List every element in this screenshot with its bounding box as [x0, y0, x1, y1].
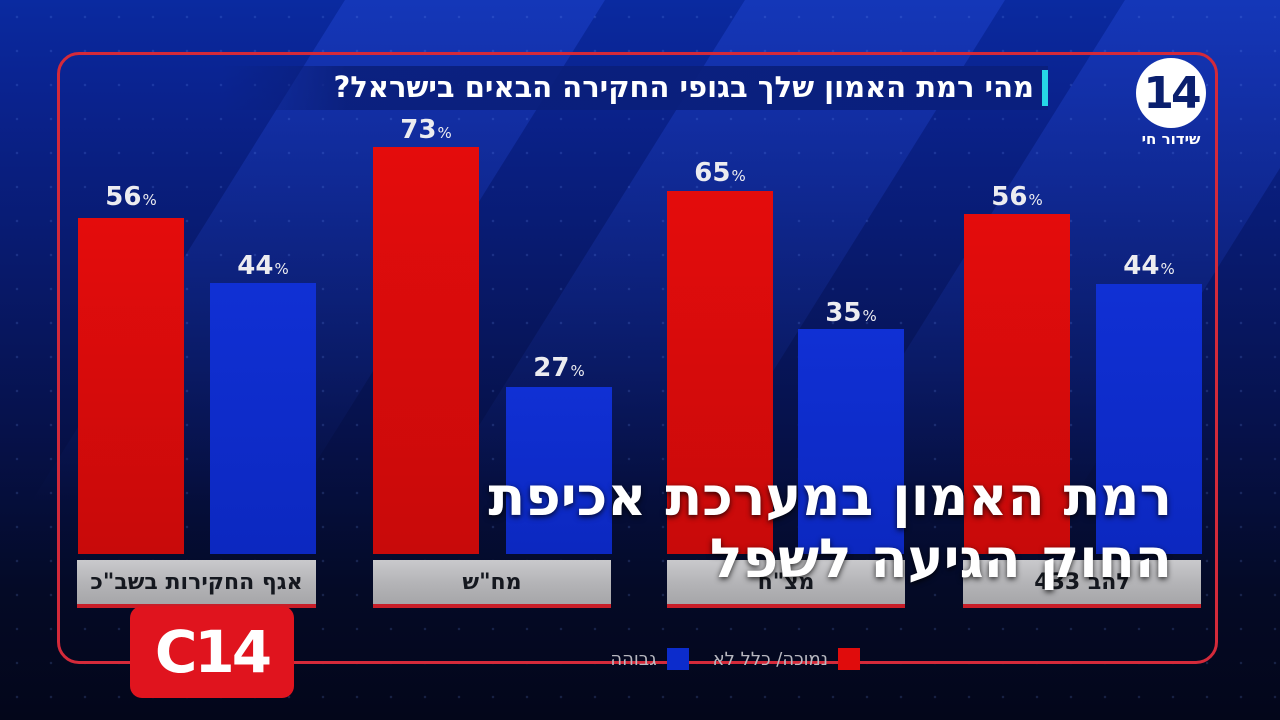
bar-shabak-high: [210, 283, 316, 554]
bar-metzach-low: [667, 191, 773, 554]
legend-swatch-low: [838, 648, 860, 670]
title-accent-bar: [1042, 70, 1048, 106]
value-mahash-high: 27%: [533, 353, 585, 383]
c14-brand-logo-icon: C14: [130, 606, 294, 698]
bar-lahav-low: [964, 214, 1070, 554]
bar-metzach-high: [798, 329, 904, 554]
category-label-mahash: מח"ש: [373, 560, 611, 608]
live-broadcast-label: שידור חי: [1141, 130, 1201, 148]
chart-title-bar: מהי רמת האמון שלך בגופי החקירה הבאים ביש…: [222, 66, 1048, 110]
legend-swatch-high: [666, 648, 689, 670]
news-caption: רמת האמון במערכת אכיפת החוק הגיעה לשפל: [272, 466, 1172, 590]
chart-legend: נמוכה/ כלל לא גבוהה: [540, 644, 860, 674]
value-lahav-high: 44%: [1123, 251, 1175, 281]
value-lahav-low: 56%: [991, 182, 1043, 212]
chart-frame: [57, 52, 1218, 664]
value-mahash-low: 73%: [400, 115, 452, 145]
bar-mahash-low: [373, 147, 479, 554]
channel-14-logo-icon: 14: [1136, 58, 1206, 128]
bar-lahav-high: [1096, 284, 1202, 554]
caption-line-2: החוק הגיעה לשפל: [709, 527, 1172, 590]
chart-title: מהי רמת האמון שלך בגופי החקירה הבאים ביש…: [333, 70, 1034, 104]
bar-shabak-low: [78, 218, 184, 554]
value-metzach-high: 35%: [825, 298, 877, 328]
legend-label-low: נמוכה/ כלל לא: [712, 648, 828, 670]
value-metzach-low: 65%: [694, 158, 746, 188]
category-label-shabak: אגף החקירות בשב"כ: [77, 560, 316, 608]
category-label-metzach: מצ"ח: [667, 560, 905, 608]
bar-mahash-high: [506, 387, 612, 554]
category-label-lahav: להב 433: [963, 560, 1201, 608]
value-shabak-high: 44%: [237, 251, 289, 281]
legend-label-high: גבוהה: [610, 648, 657, 670]
caption-line-1: רמת האמון במערכת אכיפת: [488, 465, 1172, 528]
value-shabak-low: 56%: [105, 182, 157, 212]
